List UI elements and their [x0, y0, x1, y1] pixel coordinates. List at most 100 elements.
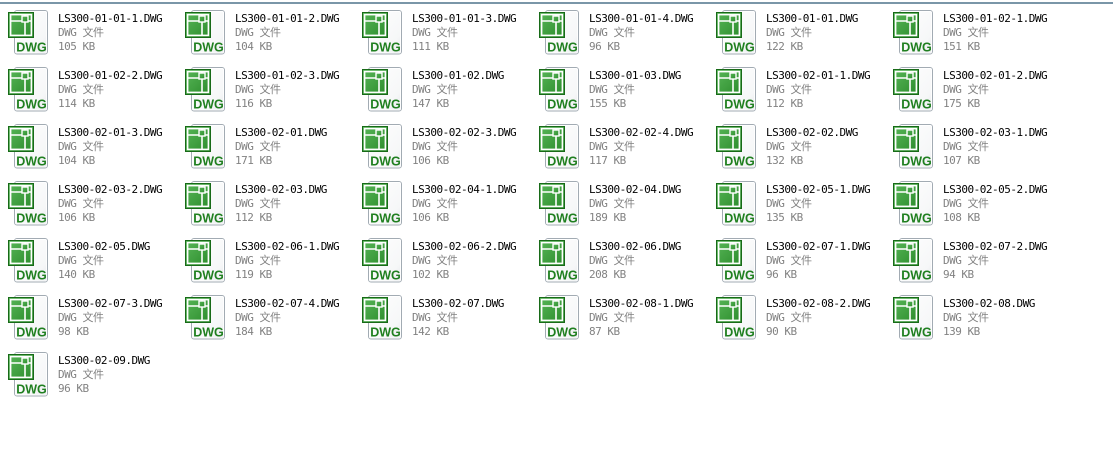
dwg-file-icon: DWG: [893, 124, 933, 170]
file-item[interactable]: DWG LS300-02-09.DWG DWG 文件 96 KB: [4, 349, 181, 406]
dwg-file-icon: DWG: [362, 124, 402, 170]
file-item[interactable]: DWG LS300-01-01-3.DWG DWG 文件 111 KB: [358, 7, 535, 64]
file-item[interactable]: DWG LS300-02-04.DWG DWG 文件 189 KB: [535, 178, 712, 235]
file-name: LS300-02-01.DWG: [235, 126, 327, 139]
file-item[interactable]: DWG LS300-02-01-2.DWG DWG 文件 175 KB: [889, 64, 1066, 121]
dwg-file-icon: DWG: [716, 10, 756, 56]
file-size: 96 KB: [58, 382, 89, 395]
file-size: 96 KB: [766, 268, 797, 281]
file-name: LS300-01-02-1.DWG: [943, 12, 1048, 25]
file-item[interactable]: DWG LS300-02-02-3.DWG DWG 文件 106 KB: [358, 121, 535, 178]
file-item[interactable]: DWG LS300-02-07.DWG DWG 文件 142 KB: [358, 292, 535, 349]
file-item[interactable]: DWG LS300-02-03-2.DWG DWG 文件 106 KB: [4, 178, 181, 235]
file-text: LS300-02-01-1.DWG DWG 文件 112 KB: [766, 67, 871, 111]
file-item[interactable]: DWG LS300-02-05.DWG DWG 文件 140 KB: [4, 235, 181, 292]
file-text: LS300-02-07-4.DWG DWG 文件 184 KB: [235, 295, 340, 339]
file-item[interactable]: DWG LS300-02-08.DWG DWG 文件 139 KB: [889, 292, 1066, 349]
file-item[interactable]: DWG LS300-02-01-3.DWG DWG 文件 104 KB: [4, 121, 181, 178]
file-type: DWG 文件: [766, 254, 812, 267]
file-type: DWG 文件: [589, 140, 635, 153]
file-item[interactable]: DWG LS300-01-03.DWG DWG 文件 155 KB: [535, 64, 712, 121]
file-item[interactable]: DWG LS300-02-05-1.DWG DWG 文件 135 KB: [712, 178, 889, 235]
file-item[interactable]: DWG LS300-02-08-1.DWG DWG 文件 87 KB: [535, 292, 712, 349]
file-item[interactable]: DWG LS300-02-06-1.DWG DWG 文件 119 KB: [181, 235, 358, 292]
file-text: LS300-01-02-3.DWG DWG 文件 116 KB: [235, 67, 340, 111]
file-size: 142 KB: [412, 325, 449, 338]
dwg-icon-label: DWG: [193, 98, 224, 112]
file-type: DWG 文件: [766, 140, 812, 153]
file-type: DWG 文件: [412, 140, 458, 153]
file-name: LS300-02-06-2.DWG: [412, 240, 517, 253]
file-item[interactable]: DWG LS300-01-01-1.DWG DWG 文件 105 KB: [4, 7, 181, 64]
file-item[interactable]: DWG LS300-02-07-2.DWG DWG 文件 94 KB: [889, 235, 1066, 292]
file-item[interactable]: DWG LS300-02-02-4.DWG DWG 文件 117 KB: [535, 121, 712, 178]
file-item[interactable]: DWG LS300-02-04-1.DWG DWG 文件 106 KB: [358, 178, 535, 235]
dwg-file-icon: DWG: [8, 238, 48, 284]
file-name: LS300-01-02-2.DWG: [58, 69, 163, 82]
file-item[interactable]: DWG LS300-01-02.DWG DWG 文件 147 KB: [358, 64, 535, 121]
file-name: LS300-02-01-1.DWG: [766, 69, 871, 82]
dwg-icon-label: DWG: [901, 155, 932, 169]
file-item[interactable]: DWG LS300-02-06.DWG DWG 文件 208 KB: [535, 235, 712, 292]
file-name: LS300-02-02.DWG: [766, 126, 858, 139]
file-name: LS300-02-07-3.DWG: [58, 297, 163, 310]
dwg-file-icon: DWG: [716, 124, 756, 170]
file-item[interactable]: DWG LS300-02-03.DWG DWG 文件 112 KB: [181, 178, 358, 235]
file-type: DWG 文件: [58, 26, 104, 39]
dwg-icon-label: DWG: [16, 155, 47, 169]
file-text: LS300-01-01-1.DWG DWG 文件 105 KB: [58, 10, 163, 54]
file-item[interactable]: DWG LS300-01-02-3.DWG DWG 文件 116 KB: [181, 64, 358, 121]
file-item[interactable]: DWG LS300-01-01.DWG DWG 文件 122 KB: [712, 7, 889, 64]
dwg-icon-label: DWG: [370, 269, 401, 283]
dwg-file-icon: DWG: [8, 67, 48, 113]
file-item[interactable]: DWG LS300-01-01-2.DWG DWG 文件 104 KB: [181, 7, 358, 64]
file-size: 139 KB: [943, 325, 980, 338]
file-item[interactable]: DWG LS300-02-07-3.DWG DWG 文件 98 KB: [4, 292, 181, 349]
file-item[interactable]: DWG LS300-02-03-1.DWG DWG 文件 107 KB: [889, 121, 1066, 178]
dwg-file-icon: DWG: [8, 10, 48, 56]
file-text: LS300-02-04-1.DWG DWG 文件 106 KB: [412, 181, 517, 225]
file-item[interactable]: DWG LS300-01-02-1.DWG DWG 文件 151 KB: [889, 7, 1066, 64]
file-item[interactable]: DWG LS300-02-01-1.DWG DWG 文件 112 KB: [712, 64, 889, 121]
file-size: 87 KB: [589, 325, 620, 338]
file-type: DWG 文件: [412, 197, 458, 210]
file-item[interactable]: DWG LS300-02-08-2.DWG DWG 文件 90 KB: [712, 292, 889, 349]
file-name: LS300-01-01.DWG: [766, 12, 858, 25]
file-item[interactable]: DWG LS300-02-05-2.DWG DWG 文件 108 KB: [889, 178, 1066, 235]
file-text: LS300-02-04.DWG DWG 文件 189 KB: [589, 181, 681, 225]
file-text: LS300-01-01-3.DWG DWG 文件 111 KB: [412, 10, 517, 54]
file-item[interactable]: DWG LS300-02-01.DWG DWG 文件 171 KB: [181, 121, 358, 178]
dwg-icon-label: DWG: [193, 212, 224, 226]
dwg-file-icon: DWG: [8, 295, 48, 341]
dwg-file-icon: DWG: [8, 124, 48, 170]
file-text: LS300-02-07-2.DWG DWG 文件 94 KB: [943, 238, 1048, 282]
file-text: LS300-02-01-3.DWG DWG 文件 104 KB: [58, 124, 163, 168]
file-name: LS300-01-02-3.DWG: [235, 69, 340, 82]
file-name: LS300-02-08.DWG: [943, 297, 1035, 310]
file-item[interactable]: DWG LS300-02-02.DWG DWG 文件 132 KB: [712, 121, 889, 178]
file-text: LS300-02-02.DWG DWG 文件 132 KB: [766, 124, 858, 168]
file-name: LS300-02-04-1.DWG: [412, 183, 517, 196]
file-item[interactable]: DWG LS300-01-02-2.DWG DWG 文件 114 KB: [4, 64, 181, 121]
toolbar-divider: [0, 2, 1113, 4]
file-type: DWG 文件: [58, 254, 104, 267]
file-type: DWG 文件: [943, 26, 989, 39]
dwg-icon-label: DWG: [16, 383, 47, 397]
file-type: DWG 文件: [235, 311, 281, 324]
file-text: LS300-02-05-2.DWG DWG 文件 108 KB: [943, 181, 1048, 225]
file-item[interactable]: DWG LS300-01-01-4.DWG DWG 文件 96 KB: [535, 7, 712, 64]
file-item[interactable]: DWG LS300-02-07-4.DWG DWG 文件 184 KB: [181, 292, 358, 349]
file-text: LS300-01-01-4.DWG DWG 文件 96 KB: [589, 10, 694, 54]
file-size: 155 KB: [589, 97, 626, 110]
file-size: 105 KB: [58, 40, 95, 53]
file-name: LS300-02-07-1.DWG: [766, 240, 871, 253]
file-item[interactable]: DWG LS300-02-07-1.DWG DWG 文件 96 KB: [712, 235, 889, 292]
file-name: LS300-02-02-3.DWG: [412, 126, 517, 139]
file-type: DWG 文件: [943, 197, 989, 210]
file-item[interactable]: DWG LS300-02-06-2.DWG DWG 文件 102 KB: [358, 235, 535, 292]
dwg-file-icon: DWG: [8, 181, 48, 227]
dwg-file-icon: DWG: [362, 10, 402, 56]
dwg-file-icon: DWG: [893, 181, 933, 227]
file-text: LS300-02-02-3.DWG DWG 文件 106 KB: [412, 124, 517, 168]
file-size: 104 KB: [235, 40, 272, 53]
